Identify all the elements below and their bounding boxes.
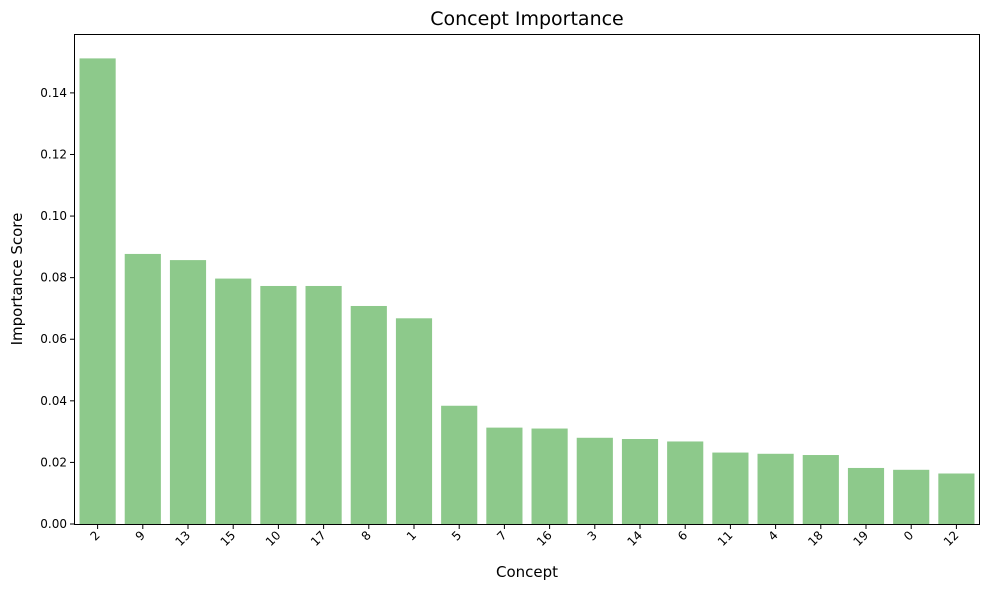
y-tick-label: 0.04: [40, 394, 67, 408]
chart-title: Concept Importance: [430, 8, 624, 30]
x-axis-ticks: 2 9 13 15 10 17 8 1 5 7 16 3 14 6 11 4 18 19 0 12: [87, 524, 962, 549]
x-tick-label: 4: [765, 528, 780, 543]
y-tick-label: 0.02: [40, 455, 67, 469]
bar-concept-6: [667, 441, 704, 524]
bar-concept-1: [395, 318, 433, 524]
bar-concept-12: [938, 473, 975, 524]
x-axis-label: Concept: [496, 563, 558, 581]
bar-concept-10: [260, 285, 297, 524]
x-tick-label: 9: [133, 528, 148, 543]
bar-concept-11: [712, 452, 749, 524]
y-tick-label: 0.08: [40, 271, 67, 285]
x-tick-label: 17: [308, 528, 329, 549]
bar-concept-8: [350, 305, 387, 524]
x-tick-label: 5: [449, 528, 464, 543]
bar-concept-16: [531, 428, 568, 524]
bar-concept-2: [79, 58, 116, 525]
bar-concept-5: [441, 405, 478, 524]
bar-concept-19: [847, 467, 885, 524]
x-tick-label: 0: [901, 528, 916, 543]
y-tick-label: 0.12: [40, 147, 67, 161]
y-axis-ticks: 0.00 0.02 0.04 0.06 0.08 0.10 0.12 0.14: [40, 86, 75, 531]
x-tick-label: 8: [359, 528, 374, 543]
bar-concept-15: [215, 278, 252, 524]
x-tick-label: 1: [404, 528, 419, 543]
x-tick-label: 15: [218, 528, 239, 549]
bar-concept-14: [621, 439, 659, 524]
x-tick-label: 10: [263, 528, 284, 549]
bar-concept-7: [486, 427, 523, 524]
x-tick-label: 19: [850, 528, 871, 549]
x-tick-label: 6: [675, 528, 690, 543]
bar-concept-4: [757, 453, 794, 524]
x-tick-label: 12: [941, 528, 962, 549]
y-tick-label: 0.00: [40, 517, 67, 531]
bar-concept-18: [802, 455, 839, 524]
y-tick-label: 0.10: [40, 209, 67, 223]
x-tick-label: 16: [534, 528, 555, 549]
y-axis-label: Importance Score: [8, 213, 26, 346]
bars-group: [79, 58, 975, 525]
y-tick-label: 0.06: [40, 332, 67, 346]
x-tick-label: 11: [715, 528, 736, 549]
x-tick-label: 2: [87, 528, 102, 543]
x-tick-label: 18: [805, 528, 826, 549]
bar-concept-9: [124, 253, 161, 524]
x-tick-label: 3: [585, 528, 600, 543]
x-tick-label: 14: [624, 528, 645, 549]
bar-concept-13: [169, 260, 207, 524]
bar-concept-17: [305, 285, 342, 524]
x-tick-label: 7: [494, 528, 509, 543]
x-tick-label: 13: [172, 528, 193, 549]
y-tick-label: 0.14: [40, 86, 67, 100]
plot-frame: [74, 34, 980, 525]
bar-concept-0: [893, 469, 930, 524]
bar-concept-3: [576, 437, 613, 524]
